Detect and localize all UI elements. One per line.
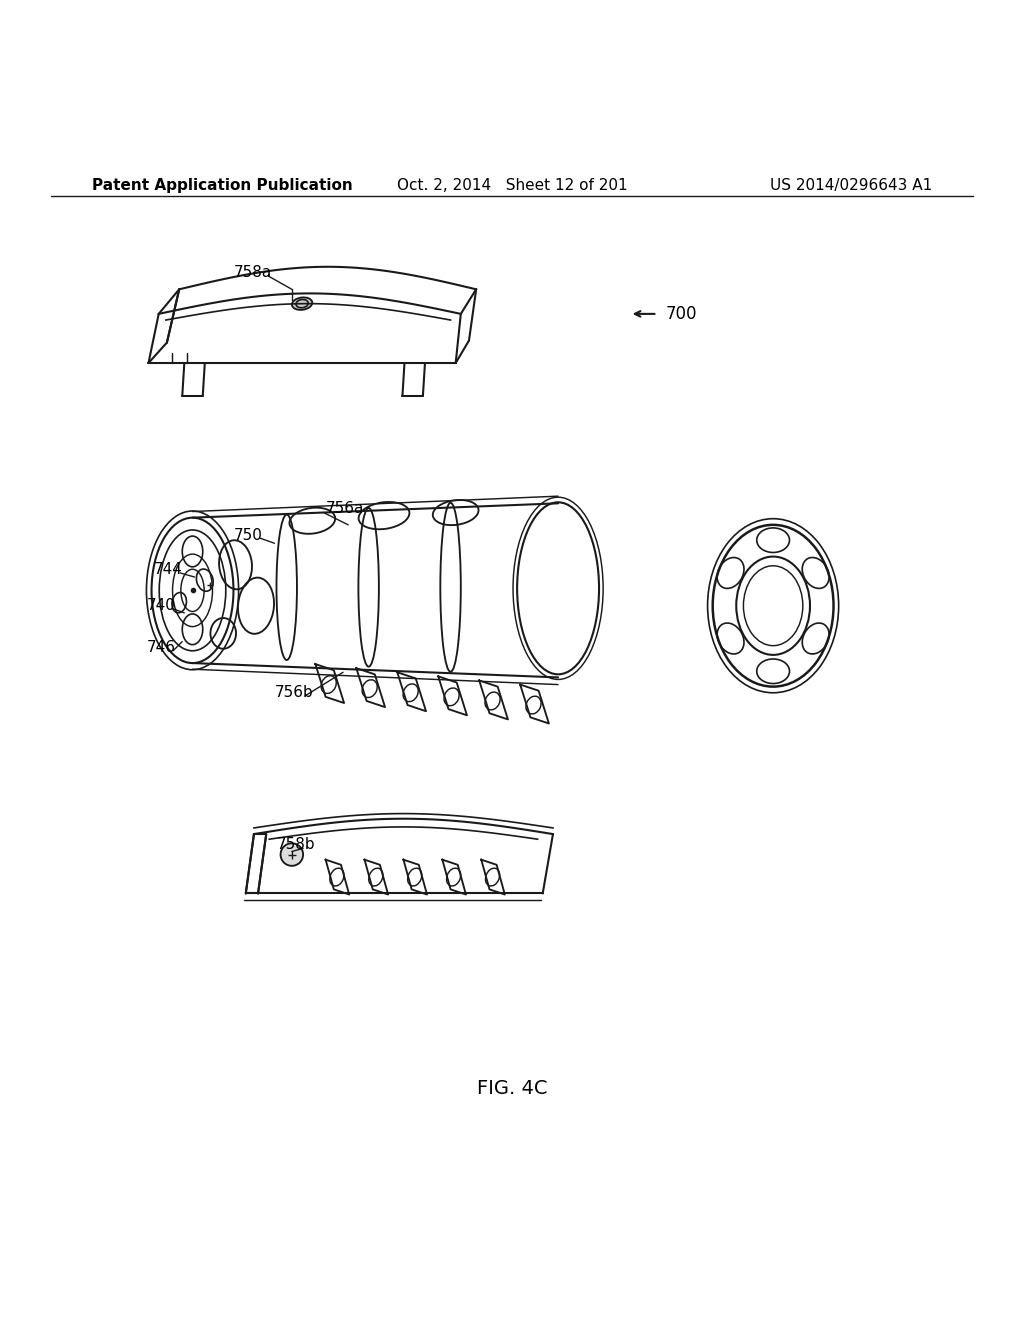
Text: 750: 750 [233, 528, 262, 543]
Text: 700: 700 [666, 305, 697, 323]
Text: 744: 744 [154, 562, 182, 577]
Ellipse shape [292, 297, 312, 310]
Text: 740: 740 [146, 598, 175, 614]
Text: Oct. 2, 2014   Sheet 12 of 201: Oct. 2, 2014 Sheet 12 of 201 [396, 178, 628, 194]
Text: FIG. 4C: FIG. 4C [477, 1078, 547, 1097]
Text: 758a: 758a [233, 265, 271, 280]
Ellipse shape [281, 843, 303, 866]
Text: 758b: 758b [276, 837, 315, 851]
Text: 756a: 756a [326, 502, 364, 516]
Text: US 2014/0296643 A1: US 2014/0296643 A1 [770, 178, 932, 194]
Text: 746: 746 [146, 640, 175, 655]
Text: 756b: 756b [274, 685, 313, 701]
Text: Patent Application Publication: Patent Application Publication [92, 178, 353, 194]
